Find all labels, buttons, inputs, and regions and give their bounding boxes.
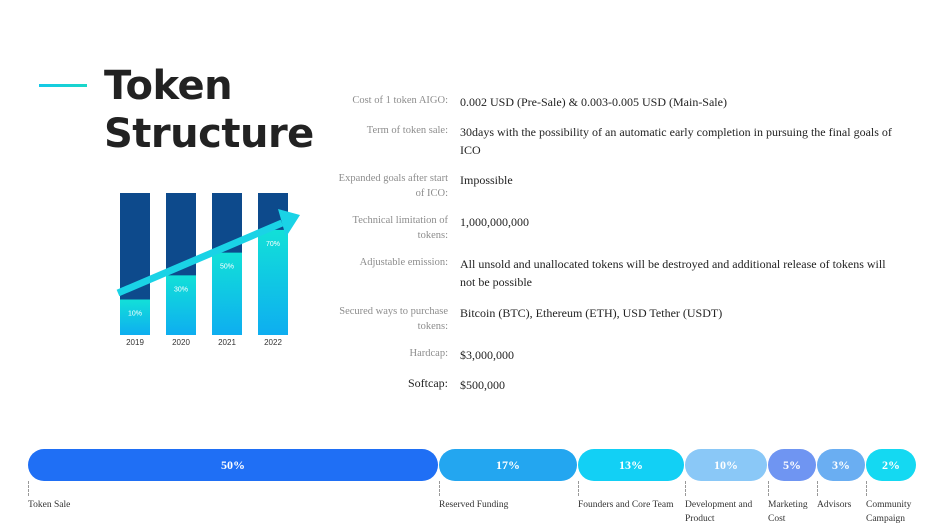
distribution-segment-community: 2% bbox=[866, 449, 916, 481]
segment-tick bbox=[439, 481, 440, 496]
segment-label-advisors: Advisors bbox=[817, 500, 852, 510]
info-label: Secured ways to purchase tokens: bbox=[339, 306, 448, 332]
growth-arrow-icon bbox=[116, 209, 300, 297]
distribution-segment-marketing: 5% bbox=[768, 449, 816, 481]
illus-bar-percent-label: 50% bbox=[220, 264, 234, 271]
segment-tick bbox=[28, 481, 29, 496]
segment-label-community: Community Campaign bbox=[866, 500, 912, 524]
illus-bar-percent-label: 10% bbox=[128, 311, 142, 318]
info-row-term: Term of token sale: 30days with the poss… bbox=[336, 123, 916, 159]
illus-bar-fill bbox=[212, 252, 242, 335]
segment-percent: 17% bbox=[496, 458, 520, 472]
info-value: 0.002 USD (Pre-Sale) & 0.003-0.005 USD (… bbox=[460, 95, 727, 109]
segment-tick bbox=[768, 481, 769, 496]
info-value: $3,000,000 bbox=[460, 348, 514, 362]
info-label: Hardcap: bbox=[409, 348, 448, 359]
info-row-expanded-goals: Expanded goals after start of ICO: Impos… bbox=[336, 171, 916, 201]
illus-bar-fill bbox=[120, 299, 150, 335]
illus-bar-year-label: 2020 bbox=[172, 338, 190, 347]
info-row-purchase-ways: Secured ways to purchase tokens: Bitcoin… bbox=[336, 304, 916, 334]
info-row-cost: Cost of 1 token AIGO: 0.002 USD (Pre-Sal… bbox=[336, 93, 916, 111]
segment-label-marketing: Marketing Cost bbox=[768, 500, 808, 524]
info-label: Technical limitation of tokens: bbox=[352, 215, 448, 241]
segment-tick bbox=[866, 481, 867, 496]
illus-bar-fill bbox=[258, 229, 288, 335]
segment-percent: 2% bbox=[882, 458, 900, 472]
info-row-hardcap: Hardcap: $3,000,000 bbox=[336, 346, 916, 364]
illus-bar-percent-label: 30% bbox=[174, 286, 188, 293]
growth-illustration: 10% 2019 30% 2020 50% 2021 70% 2022 bbox=[116, 193, 300, 347]
segment-percent: 3% bbox=[832, 458, 850, 472]
distribution-segment-token-sale: 50% bbox=[28, 449, 438, 481]
info-label: Cost of 1 token AIGO: bbox=[352, 95, 448, 106]
info-row-softcap: Softcap: $500,000 bbox=[336, 376, 916, 394]
segment-tick bbox=[817, 481, 818, 496]
info-value: All unsold and unallocated tokens will b… bbox=[460, 257, 886, 289]
title-line-1: Token bbox=[104, 63, 233, 109]
distribution-segment-advisors: 3% bbox=[817, 449, 865, 481]
segment-percent: 10% bbox=[714, 458, 738, 472]
segment-label-founders: Founders and Core Team bbox=[578, 500, 674, 510]
segment-label-development: Development and Product bbox=[685, 500, 753, 524]
illus-bar-percent-label: 70% bbox=[266, 241, 280, 248]
illus-bar-fill bbox=[166, 275, 196, 335]
segment-tick bbox=[578, 481, 579, 496]
title-accent-line bbox=[39, 84, 87, 87]
info-value: Bitcoin (BTC), Ethereum (ETH), USD Tethe… bbox=[460, 306, 723, 320]
distribution-segment-founders: 13% bbox=[578, 449, 684, 481]
page-title: Token Structure bbox=[104, 62, 314, 158]
illus-bar-year-label: 2022 bbox=[264, 338, 282, 347]
info-row-technical-limitation: Technical limitation of tokens: 1,000,00… bbox=[336, 213, 916, 243]
segment-percent: 5% bbox=[783, 458, 801, 472]
segment-label-reserved-funding: Reserved Funding bbox=[439, 500, 509, 510]
info-value: 1,000,000,000 bbox=[460, 215, 529, 229]
segment-label-token-sale: Token Sale bbox=[28, 500, 71, 510]
info-row-emission: Adjustable emission: All unsold and unal… bbox=[336, 255, 916, 291]
info-label: Term of token sale: bbox=[366, 125, 448, 136]
illus-bar-year-label: 2021 bbox=[218, 338, 236, 347]
info-label: Softcap: bbox=[408, 376, 448, 390]
info-value: 30days with the possibility of an automa… bbox=[460, 125, 892, 157]
segment-percent: 13% bbox=[619, 458, 643, 472]
info-value: $500,000 bbox=[460, 378, 505, 392]
illus-bar-year-label: 2019 bbox=[126, 338, 144, 347]
segment-percent: 50% bbox=[221, 458, 245, 472]
title-line-2: Structure bbox=[104, 111, 314, 157]
distribution-segment-reserved-funding: 17% bbox=[439, 449, 577, 481]
segment-tick bbox=[685, 481, 686, 496]
info-label: Expanded goals after start of ICO: bbox=[338, 173, 448, 199]
info-value: Impossible bbox=[460, 173, 513, 187]
distribution-segment-development: 10% bbox=[685, 449, 767, 481]
info-label: Adjustable emission: bbox=[359, 257, 448, 268]
